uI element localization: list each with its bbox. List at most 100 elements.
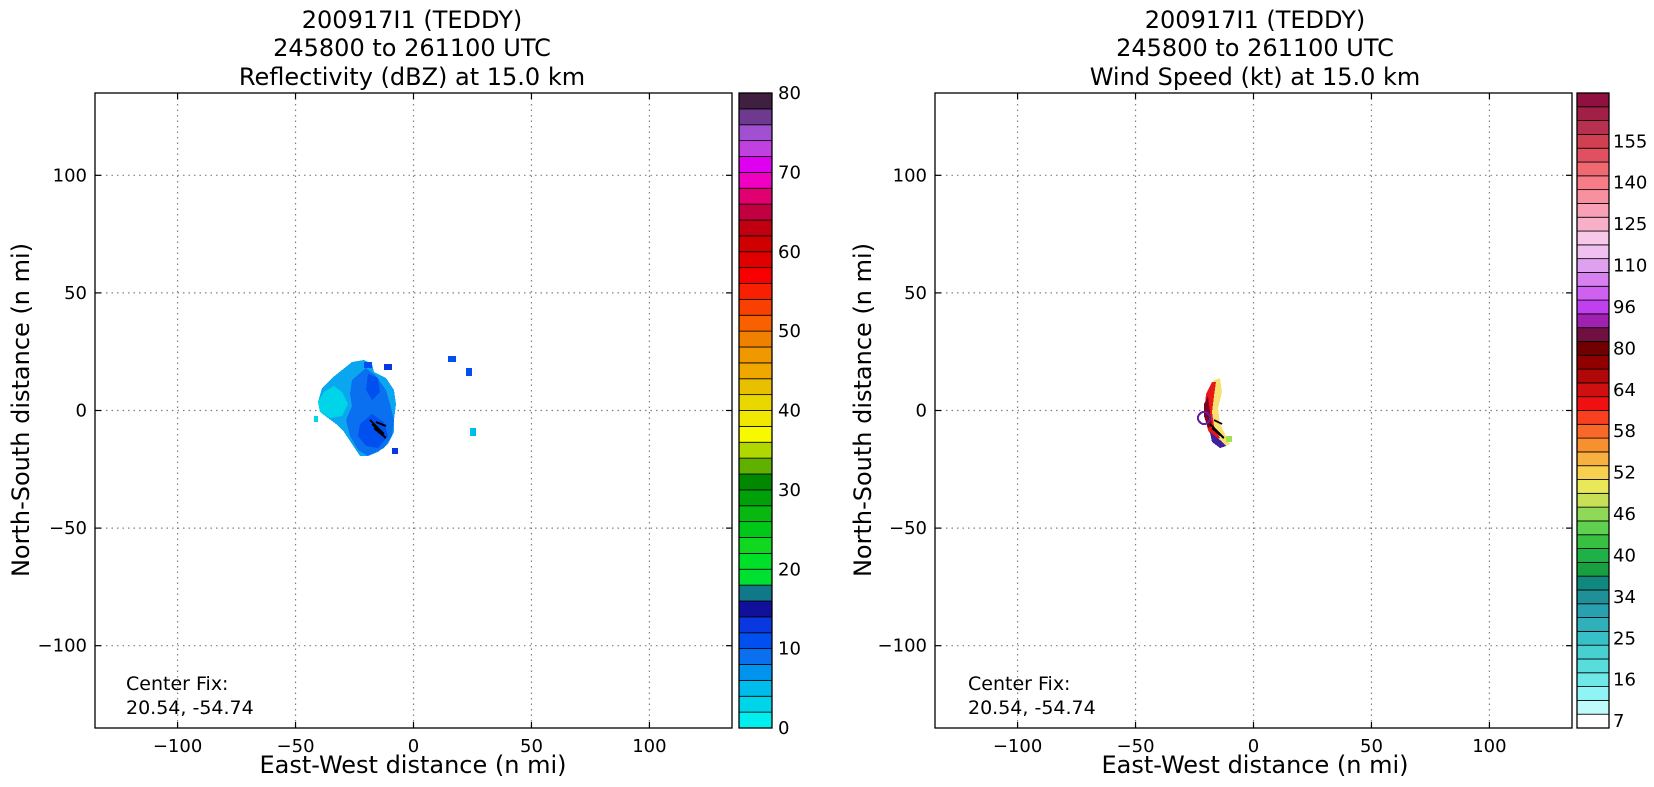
colorbar-swatch [738, 457, 773, 475]
colorbar-swatch [1576, 327, 1610, 342]
axis-ticks: −100 −50 0 50 100 −100 −50 0 50 100 [38, 93, 732, 757]
colorbar: 7 16 25 34 40 46 52 58 64 80 96 110 125 140 155 [1576, 92, 1647, 732]
band-green [1226, 436, 1232, 442]
colorbar-swatch [1576, 561, 1610, 577]
colorbar-swatch [738, 616, 773, 634]
x-tick-label: −100 [153, 736, 202, 757]
gridlines [935, 93, 1572, 728]
colorbar-tick-label: 7 [1613, 711, 1624, 732]
colorbar-swatch [1576, 603, 1610, 618]
chart-title-line-1: 200917I1 (TEDDY) [1145, 6, 1365, 34]
colorbar-tick-label: 60 [778, 242, 801, 263]
colorbar-swatch [738, 298, 773, 316]
colorbar-tick-label: 20 [778, 559, 801, 580]
colorbar-swatch [738, 330, 773, 348]
x-tick-label: 50 [1360, 736, 1383, 757]
colorbar-swatch [1576, 630, 1610, 646]
colorbar-swatch [1576, 451, 1610, 467]
y-tick-label: 0 [916, 401, 927, 422]
gridlines [95, 93, 732, 728]
colorbar-swatch [1576, 506, 1610, 522]
colorbar-swatch [1576, 354, 1610, 370]
colorbar-swatch [1576, 713, 1610, 729]
colorbar-swatch [738, 156, 773, 173]
colorbar-swatch [1576, 548, 1610, 563]
colorbar-swatch [1576, 313, 1610, 329]
colorbar-swatch [1576, 161, 1610, 177]
colorbar-tick-label: 16 [1613, 670, 1636, 691]
echo-isolated [466, 368, 472, 376]
x-tick-label: −50 [1117, 736, 1155, 757]
colorbar-swatch [738, 378, 773, 396]
colorbar-swatch [1576, 382, 1610, 398]
colorbar: 0 10 20 30 40 50 60 70 80 [738, 83, 801, 739]
x-axis-label: East-West distance (n mi) [259, 751, 566, 779]
y-tick-label: −50 [889, 518, 927, 539]
colorbar-swatch [738, 489, 773, 507]
colorbar-swatch [738, 203, 773, 221]
echo-fringe [392, 448, 398, 454]
colorbar-tick-label: 0 [778, 718, 789, 739]
wind-speed-panel: 200917I1 (TEDDY) 245800 to 261100 UTC Wi… [849, 6, 1647, 779]
colorbar-swatch [1576, 617, 1610, 632]
colorbar-swatch [1576, 699, 1610, 715]
colorbar-swatch [1576, 134, 1610, 149]
y-tick-label: 50 [64, 283, 87, 304]
colorbar-swatch [738, 552, 773, 570]
colorbar-swatch [738, 537, 773, 554]
colorbar-tick-label: 80 [1613, 338, 1636, 359]
colorbar-tick-label: 70 [778, 162, 801, 183]
colorbar-tick-label: 140 [1613, 173, 1647, 194]
wind-barbs [1209, 419, 1225, 439]
colorbar-tick-label: 80 [778, 83, 801, 104]
colorbar-swatch [1576, 479, 1610, 494]
colorbar-swatch [1576, 492, 1610, 508]
colorbar-swatch [738, 187, 773, 205]
echo-isolated [448, 356, 456, 362]
colorbar-swatch [1576, 410, 1610, 425]
colorbar-tick-label: 40 [778, 401, 801, 422]
colorbar-tick-label: 30 [778, 480, 801, 501]
y-tick-label: 100 [893, 165, 927, 186]
colorbar-frame [1576, 92, 1610, 729]
colorbar-swatch [738, 108, 773, 126]
colorbar-swatch [1576, 368, 1610, 384]
y-axis-label: North-South distance (n mi) [849, 243, 877, 577]
colorbar-swatch [738, 92, 773, 110]
colorbar-swatch [738, 362, 773, 380]
colorbar-swatch [1576, 230, 1610, 246]
colorbar-tick-label: 10 [778, 639, 801, 660]
colorbar-swatch [738, 632, 773, 650]
chart-title-line-3: Wind Speed (kt) at 15.0 km [1090, 63, 1421, 91]
colorbar-swatch [1576, 216, 1610, 232]
colorbar-swatch [1576, 272, 1610, 287]
center-fix-label: Center Fix: [968, 673, 1070, 695]
wind-barbs [369, 419, 387, 439]
colorbar-swatch [738, 346, 773, 364]
echo-fringe [364, 362, 372, 368]
colorbar-swatch [738, 235, 773, 253]
colorbar-tick-label: 96 [1613, 297, 1636, 318]
colorbar-swatch [1576, 437, 1610, 453]
chart-title-line-2: 245800 to 261100 UTC [273, 34, 551, 62]
colorbar-swatch [1576, 575, 1610, 591]
colorbar-swatch [1576, 644, 1610, 660]
colorbar-tick-label: 58 [1613, 421, 1636, 442]
colorbar-swatch [1576, 658, 1610, 674]
reflectivity-panel: 200917I1 (TEDDY) 245800 to 261100 UTC Re… [7, 6, 801, 779]
colorbar-swatch [738, 171, 773, 189]
y-tick-label: −100 [38, 636, 87, 657]
center-marker [1197, 411, 1211, 425]
center-fix-value: 20.54, -54.74 [968, 697, 1096, 719]
colorbar-swatch [738, 267, 773, 284]
y-tick-label: 50 [904, 283, 927, 304]
colorbar-swatch [738, 283, 773, 300]
colorbar-swatch [738, 140, 773, 157]
band-purple [1210, 432, 1226, 448]
colorbar-swatch [1576, 299, 1610, 315]
echo-core-cyan [318, 386, 348, 418]
colorbar-tick-label: 25 [1613, 628, 1636, 649]
colorbar-swatch [738, 695, 773, 713]
colorbar-swatch [1576, 341, 1610, 356]
